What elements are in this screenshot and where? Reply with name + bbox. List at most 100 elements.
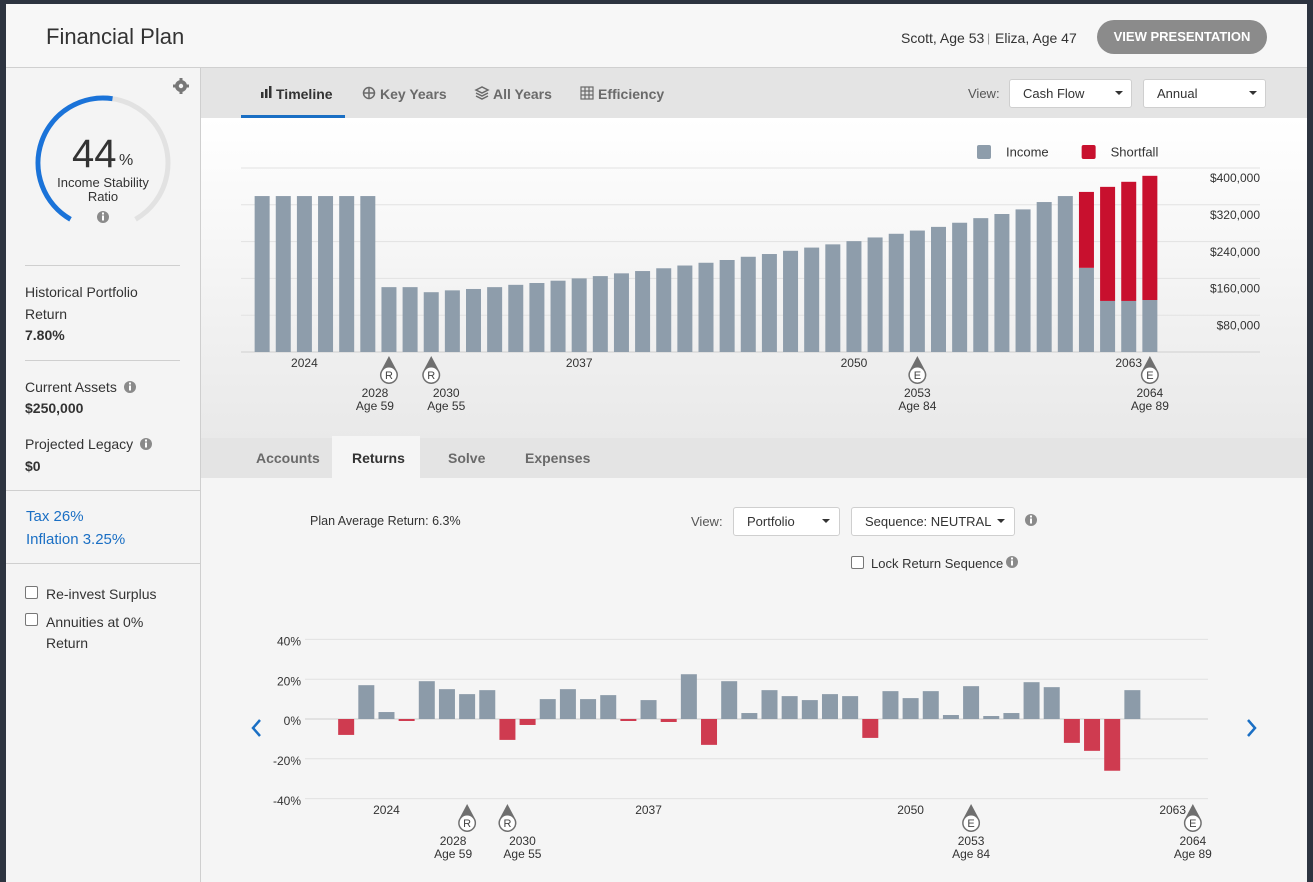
milestone-symbol: R — [503, 818, 511, 830]
milestone-badge — [909, 367, 925, 383]
milestone-note: Age 55 — [427, 399, 465, 413]
bar — [640, 700, 657, 719]
select[interactable]: Cash Flow — [1009, 79, 1132, 108]
bar-segment — [1142, 300, 1158, 352]
stat-label: Historical Portfolio Return — [25, 284, 138, 322]
x-tick-label: 2024 — [373, 803, 400, 817]
milestone-badge — [423, 367, 439, 383]
milestone-badge — [963, 815, 979, 831]
milestone-note: Age 84 — [898, 399, 936, 413]
bar — [620, 719, 637, 721]
bar-segment — [825, 244, 841, 352]
efficiency-icon — [580, 86, 594, 100]
milestone-year: 2028 — [440, 834, 467, 848]
x-tick-label: 2050 — [841, 356, 868, 370]
bar-segment — [592, 276, 608, 352]
bar — [338, 719, 355, 735]
checkbox[interactable] — [25, 586, 38, 599]
checkbox-label: Re-invest Surplus — [46, 586, 157, 602]
bar-segment — [698, 262, 714, 352]
info-icon[interactable] — [140, 438, 152, 450]
milestone-year: 2064 — [1137, 386, 1164, 400]
bar-segment — [783, 250, 799, 352]
y-tick-label: -20% — [273, 754, 301, 768]
y-tick-label: $320,000 — [1210, 208, 1260, 222]
tab[interactable]: Expenses — [525, 450, 591, 466]
bar-segment — [952, 222, 968, 352]
stat-label: Projected Legacy — [25, 436, 134, 452]
select[interactable]: Annual — [1143, 79, 1266, 108]
tab[interactable]: Solve — [448, 450, 486, 466]
bar-segment — [487, 287, 503, 352]
bar-segment — [888, 233, 904, 352]
y-tick-label: $80,000 — [1217, 318, 1261, 332]
y-tick-label: 20% — [277, 674, 301, 688]
bar-segment — [318, 196, 334, 352]
bar-segment — [1036, 202, 1052, 352]
legend-label: Shortfall — [1111, 144, 1159, 159]
tab[interactable]: Timeline — [276, 86, 333, 102]
bar — [922, 691, 939, 719]
milestone-symbol: E — [1146, 370, 1153, 382]
tab[interactable]: Key Years — [380, 86, 447, 102]
bar-segment — [508, 284, 524, 352]
inflation-link[interactable]: Inflation 3.25% — [26, 531, 126, 548]
bar — [1084, 719, 1101, 751]
bar — [358, 685, 375, 719]
milestone-year: 2030 — [509, 834, 536, 848]
bar — [721, 681, 738, 719]
client-name: Eliza, Age 47 — [995, 30, 1077, 46]
app-title: Financial Plan — [46, 24, 185, 49]
prev-arrow[interactable] — [251, 719, 261, 737]
checkbox[interactable] — [851, 556, 864, 569]
view-presentation-button[interactable]: VIEW PRESENTATION — [1097, 20, 1267, 54]
bar-segment — [550, 280, 566, 352]
bar — [902, 698, 919, 719]
all-years-icon — [474, 86, 490, 100]
bar-segment — [466, 288, 481, 352]
client-name: Scott, Age 53 — [901, 30, 985, 46]
bar — [781, 696, 798, 719]
select[interactable]: Sequence: NEUTRAL — [851, 507, 1015, 536]
settings-icon[interactable] — [173, 78, 189, 94]
bar — [701, 719, 718, 745]
bar-segment — [1100, 300, 1116, 352]
bar — [741, 713, 758, 719]
tab[interactable]: Efficiency — [598, 86, 665, 102]
info-icon[interactable] — [124, 381, 136, 393]
y-tick-label: $240,000 — [1210, 245, 1260, 259]
separator: | — [987, 31, 991, 45]
tab[interactable]: Accounts — [256, 450, 320, 466]
select[interactable]: Portfolio — [733, 507, 840, 536]
checkbox[interactable] — [25, 613, 38, 626]
tab[interactable]: Returns — [352, 450, 405, 466]
milestone-badge — [381, 367, 397, 383]
view-label: View: — [968, 86, 1000, 101]
average-return: Plan Average Return: 6.3% — [310, 514, 461, 528]
milestone-badge — [1142, 367, 1158, 383]
tax-link[interactable]: Tax 26% — [26, 508, 84, 525]
bar — [580, 699, 597, 719]
bar-segment — [296, 196, 312, 352]
bar-segment — [571, 278, 587, 352]
bar-segment — [275, 196, 291, 352]
next-arrow[interactable] — [1247, 719, 1257, 737]
info-icon[interactable] — [97, 211, 109, 223]
bar-segment — [360, 196, 376, 352]
milestone-symbol: E — [1189, 818, 1196, 830]
y-tick-label: $400,000 — [1210, 171, 1260, 185]
x-tick-label: 2063 — [1159, 803, 1186, 817]
tab[interactable]: All Years — [493, 86, 552, 102]
bar-segment — [613, 273, 629, 352]
view-label: View: — [691, 514, 723, 529]
bar — [438, 689, 455, 719]
x-tick-label: 2050 — [897, 803, 924, 817]
bar-segment — [254, 196, 270, 352]
bar-segment — [656, 268, 672, 352]
stat-label: Current Assets — [25, 379, 117, 395]
bar — [539, 699, 556, 719]
info-icon[interactable] — [1025, 514, 1037, 526]
milestone-year: 2028 — [362, 386, 389, 400]
milestone-symbol: R — [385, 370, 393, 382]
info-icon[interactable] — [1006, 556, 1018, 568]
